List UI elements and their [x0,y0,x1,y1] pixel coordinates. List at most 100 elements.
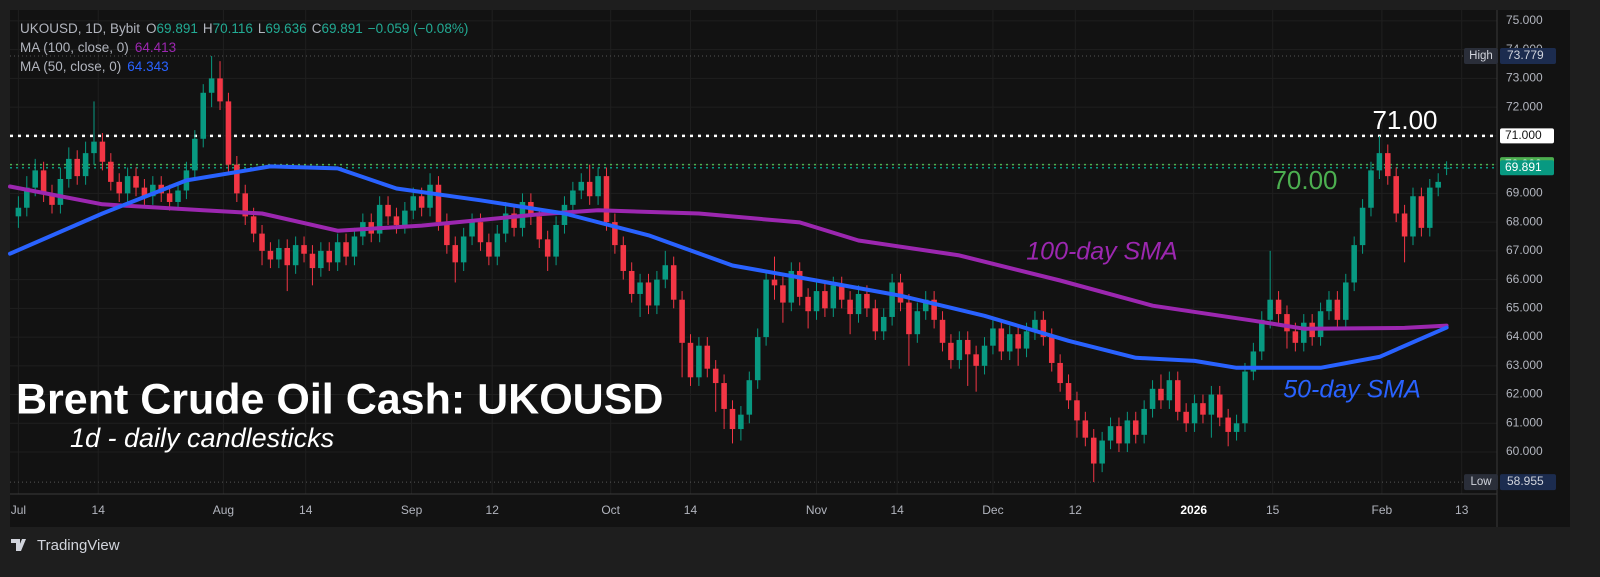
candle-body [427,184,433,208]
candle-body [166,193,173,202]
x-tick-label: Sep [401,503,423,517]
level-annotation: 70.00 [1272,165,1337,195]
candle-body [24,187,30,208]
candle-body [99,141,106,162]
candle-body [1326,299,1332,312]
extreme-value-box [1500,48,1556,65]
candle-body [250,216,257,234]
price-box [1500,128,1554,144]
chart-subtitle: 1d - daily candlesticks [70,423,334,453]
candle-body [133,176,139,188]
candle-body [1317,311,1324,338]
candle-body [729,408,736,430]
candle-body [15,207,22,217]
candle-body [763,279,769,338]
candle-body [1427,187,1433,228]
candle-body [612,222,618,246]
candle-body [1443,167,1450,169]
candle-body [662,265,669,280]
candle-body [880,316,887,332]
candle-body [393,216,400,225]
candle-body [259,233,265,251]
x-tick-label: Feb [1372,503,1393,517]
x-tick-label: Oct [601,503,620,517]
candle-body [49,193,55,205]
chart-title: Brent Crude Oil Cash: UKOUSD [16,375,663,423]
candle-body [351,236,358,257]
x-tick-label: 14 [684,503,698,517]
candle-body [301,245,307,254]
candle-body [32,170,38,188]
x-tick-label: 14 [299,503,313,517]
candle-body [679,299,685,343]
candle-body [1174,380,1181,412]
candle-body [788,270,795,303]
legend-ma: MA (100, close, 0) 64.413 [20,40,176,55]
candle-body [435,184,442,223]
y-tick-label: 75.000 [1506,13,1543,27]
candle-body [1351,245,1357,283]
extreme-value-box [1500,474,1556,491]
candle-body [1141,408,1147,435]
candle-body [1132,420,1139,435]
extreme-name: Low [1470,476,1492,488]
candle-body [1048,337,1055,363]
candle-body [1334,299,1341,320]
candle-body [1292,331,1299,343]
candle-body [914,311,921,335]
candle-body [1057,362,1063,384]
candle-body [872,308,879,332]
legend-line: UKOUSD, 1D, Bybit O69.891 H70.116 L69.636 C6… [20,21,468,36]
level-annotation: 71.00 [1372,105,1437,135]
y-tick-label: 69.000 [1506,186,1543,200]
candle-body [838,285,845,300]
candle-body [402,210,408,225]
ma-name: MA (50, close, 0) [20,59,121,74]
x-tick-label: 13 [1455,503,1469,517]
candle-body [1023,331,1030,349]
candle-body [418,196,425,208]
candle-body [922,299,929,312]
ma-annotation: 50-day SMA [1283,376,1421,404]
brand-logo [11,539,26,551]
x-tick-label: 12 [486,503,500,517]
y-tick-label: 64.000 [1506,329,1543,343]
candle-body [1216,394,1223,418]
candle-body [1116,426,1122,444]
extreme-value: 58.955 [1507,474,1544,488]
candle-body [956,339,963,361]
candle-body [654,279,660,306]
candle-body [511,213,517,228]
candle-body [57,178,64,205]
candle-body [578,181,585,191]
y-tick-label: 66.000 [1506,272,1543,286]
candle-body [175,190,181,202]
candle-body [738,414,744,430]
candle-body [721,383,727,409]
y-tick-label: 73.000 [1506,71,1543,85]
candle-body [553,224,559,257]
y-tick-label: 63.000 [1506,358,1543,372]
candle-body [376,204,383,234]
candle-body [603,176,610,223]
legend-ma: MA (50, close, 0) 64.343 [20,59,169,74]
candle-body [150,184,156,197]
y-tick-label: 72.000 [1506,99,1543,113]
candle-body [771,279,778,286]
candle-body [410,196,417,211]
candle-body [1149,388,1156,409]
candle-body [217,78,223,102]
brand: TradingView [37,537,120,554]
candle-body [502,213,509,234]
candle-body [116,181,122,194]
candle-body [326,250,333,263]
y-tick-label: 62.000 [1506,387,1543,401]
candle-body [477,222,484,243]
candle-body [696,345,702,378]
candle-body [1250,351,1257,372]
candle-body [276,247,282,260]
ma-line [8,164,1449,370]
candle-body [242,193,249,217]
candle-body [1376,153,1383,171]
candle-body [780,285,786,303]
